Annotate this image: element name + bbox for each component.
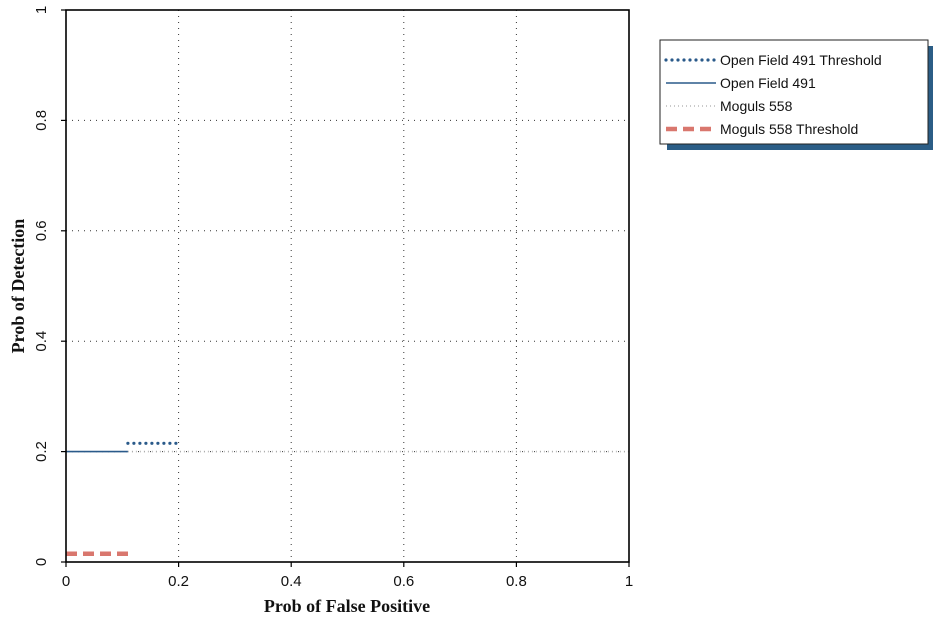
x-tick-label: 0.2 — [168, 573, 189, 590]
legend: Open Field 491 Threshold Open Field 491 Mo… — [659, 39, 933, 150]
y-tick-label: 1 — [33, 6, 50, 14]
y-tick-labels: 0 0.2 0.4 0.6 0.8 1 — [33, 6, 50, 566]
axis-ticks — [61, 9, 630, 567]
y-axis-title: Prob of Detection — [8, 219, 28, 354]
x-tick-label: 1 — [625, 573, 633, 590]
series-lines — [66, 441, 629, 556]
y-tick-label: 0 — [33, 558, 50, 566]
plot-frame — [65, 9, 630, 563]
x-tick-label: 0 — [62, 573, 70, 590]
x-tick-label: 0.4 — [281, 573, 302, 590]
y-tick-label: 0.6 — [33, 220, 50, 241]
y-tick-label: 0.2 — [33, 441, 50, 462]
legend-label: Moguls 558 — [720, 98, 793, 114]
x-tick-label: 0.6 — [393, 573, 414, 590]
x-axis-title: Prob of False Positive — [264, 596, 430, 616]
legend-items: Open Field 491 Threshold Open Field 491 Mo… — [664, 52, 882, 137]
legend-box — [659, 39, 929, 145]
legend-label: Open Field 491 — [720, 75, 816, 91]
x-tick-labels: 0 0.2 0.4 0.6 0.8 1 — [62, 573, 633, 590]
grid-lines — [66, 10, 629, 562]
y-tick-label: 0.8 — [33, 110, 50, 131]
legend-label: Open Field 491 Threshold — [720, 52, 882, 68]
y-tick-label: 0.4 — [33, 331, 50, 352]
legend-label: Moguls 558 Threshold — [720, 121, 858, 137]
x-tick-label: 0.8 — [506, 573, 527, 590]
